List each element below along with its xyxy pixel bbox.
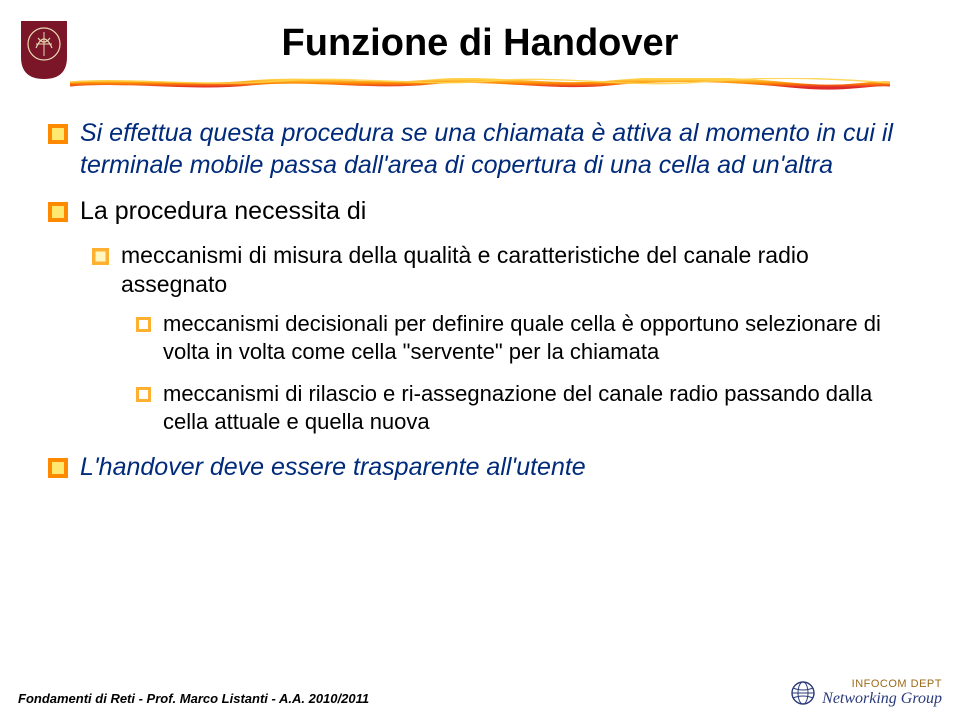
square-bullet-icon (136, 387, 151, 402)
bullet-lvl3: meccanismi decisionali per definire qual… (136, 310, 912, 366)
infocom-label: INFOCOM DEPT (822, 678, 942, 690)
bullet-lvl1: L'handover deve essere trasparente all'u… (48, 451, 912, 483)
bullet-text: La procedura necessita di (80, 195, 366, 227)
square-bullet-icon (48, 458, 68, 478)
square-bullet-icon (48, 124, 68, 144)
bullet-lvl2: meccanismi di misura della qualità e car… (92, 241, 912, 300)
slide-content: Si effettua questa procedura se una chia… (0, 89, 960, 483)
bullet-text: Si effettua questa procedura se una chia… (80, 117, 912, 181)
bullet-lvl1: La procedura necessita di (48, 195, 912, 227)
bullet-text: meccanismi di misura della qualità e car… (121, 241, 912, 300)
bullet-text: meccanismi di rilascio e ri-assegnazione… (163, 380, 912, 436)
square-bullet-icon (136, 317, 151, 332)
networking-group-label: Networking Group (822, 690, 942, 708)
globe-icon (790, 680, 816, 706)
title-divider (70, 77, 890, 89)
square-bullet-icon (92, 248, 109, 265)
footer-logo: INFOCOM DEPT Networking Group (790, 678, 942, 708)
bullet-lvl1: Si effettua questa procedura se una chia… (48, 117, 912, 181)
bullet-text: L'handover deve essere trasparente all'u… (80, 451, 586, 483)
slide-title: Funzione di Handover (0, 0, 960, 65)
footer-text: Fondamenti di Reti - Prof. Marco Listant… (18, 691, 369, 706)
university-logo (18, 18, 70, 80)
bullet-lvl3: meccanismi di rilascio e ri-assegnazione… (136, 380, 912, 436)
square-bullet-icon (48, 202, 68, 222)
bullet-text: meccanismi decisionali per definire qual… (163, 310, 912, 366)
